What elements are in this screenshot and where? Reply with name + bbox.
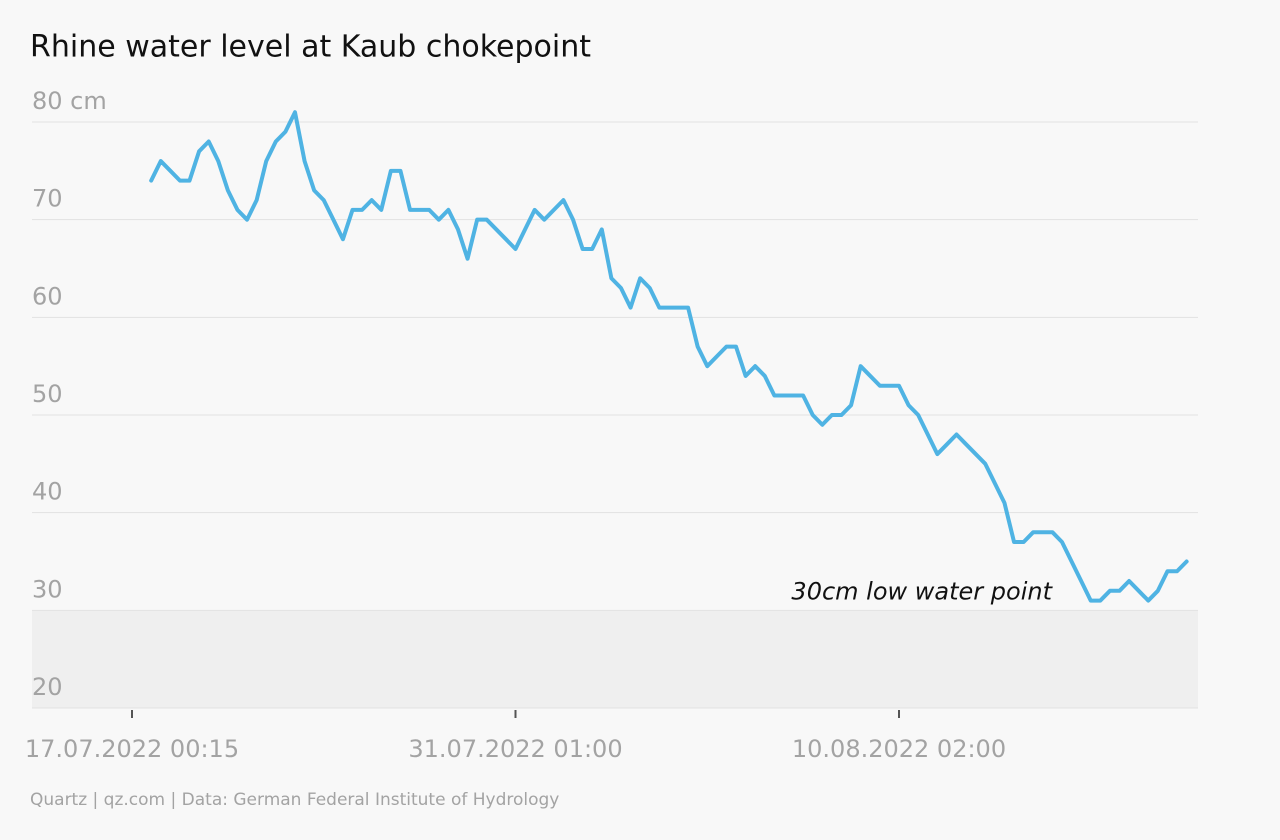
x-tick-label: 31.07.2022 01:00 [408,735,622,763]
source-note: Quartz | qz.com | Data: German Federal I… [30,790,559,810]
y-tick-label: 80 cm [32,87,107,115]
annotation: 30cm low water point [791,577,1053,605]
y-tick-label: 60 [32,282,63,310]
y-tick-label: 20 [32,673,63,701]
y-tick-label: 40 [32,478,63,506]
water-level-line [149,110,1189,603]
low-water-band [32,610,1198,708]
x-tick-label: 17.07.2022 00:15 [25,735,239,763]
y-tick-label: 30 [32,575,63,603]
y-tick-label: 50 [32,380,63,408]
chart-title: Rhine water level at Kaub chokepoint [30,30,591,65]
x-tick-label: 10.08.2022 02:00 [792,735,1006,763]
y-tick-label: 70 [32,185,63,213]
